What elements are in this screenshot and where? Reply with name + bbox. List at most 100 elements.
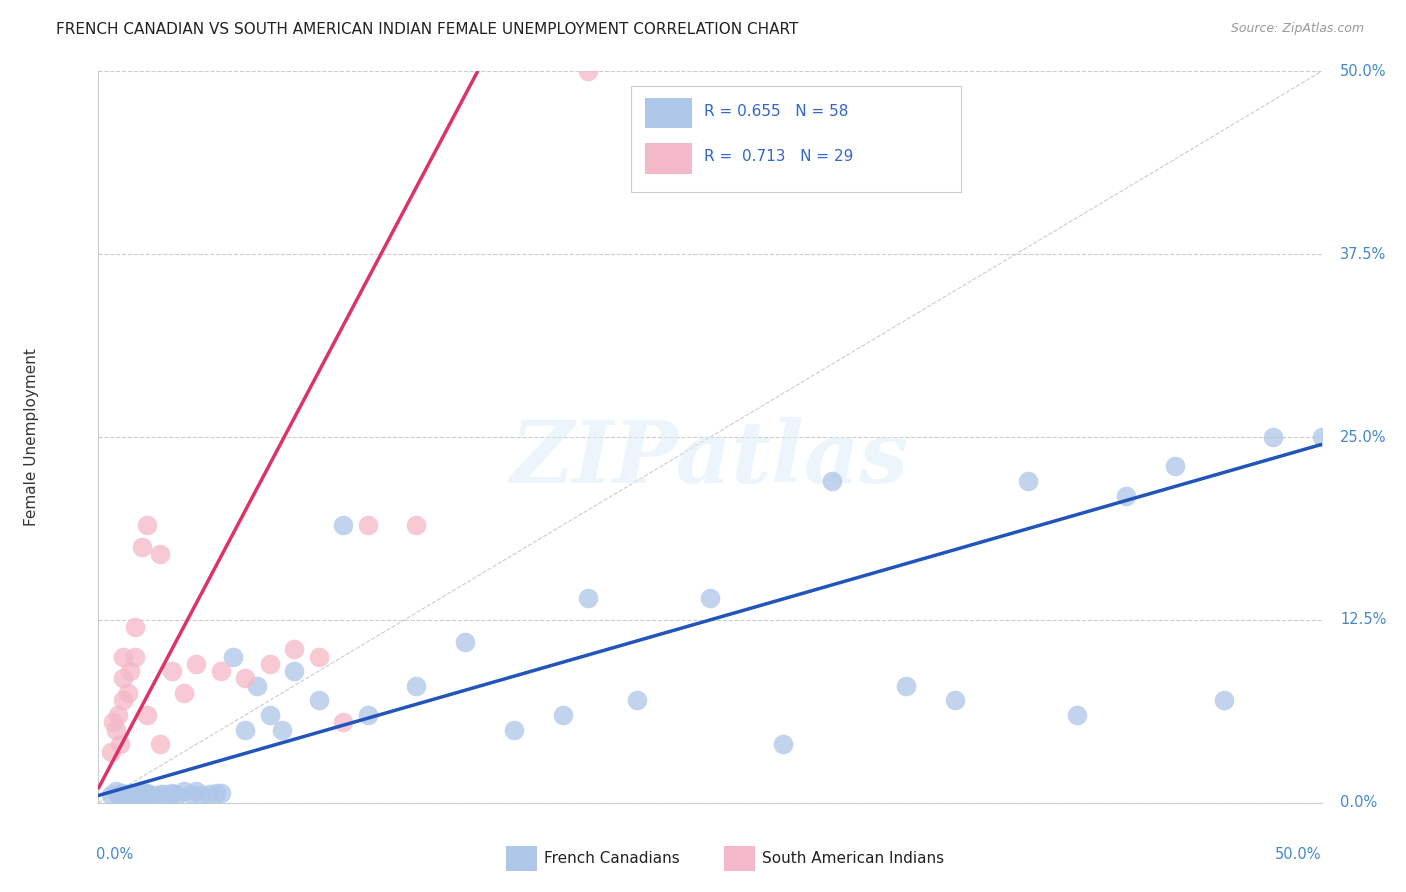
Point	[124, 649, 146, 664]
Point	[454, 635, 477, 649]
Point	[136, 786, 159, 800]
Point	[149, 737, 172, 751]
Point	[111, 649, 134, 664]
Point	[405, 517, 427, 532]
Point	[136, 517, 159, 532]
Point	[894, 679, 917, 693]
Point	[121, 789, 143, 803]
Point	[141, 789, 163, 803]
Point	[107, 789, 129, 803]
Point	[127, 789, 149, 803]
Text: 12.5%: 12.5%	[1340, 613, 1386, 627]
Point	[166, 789, 188, 803]
Point	[332, 715, 354, 730]
Point	[120, 787, 142, 801]
Point	[149, 547, 172, 561]
Point	[821, 474, 844, 488]
Point	[131, 789, 153, 803]
Point	[160, 664, 183, 678]
Point	[180, 787, 202, 801]
Text: FRENCH CANADIAN VS SOUTH AMERICAN INDIAN FEMALE UNEMPLOYMENT CORRELATION CHART: FRENCH CANADIAN VS SOUTH AMERICAN INDIAN…	[56, 22, 799, 37]
FancyBboxPatch shape	[630, 86, 960, 192]
Point	[100, 789, 122, 803]
Point	[553, 708, 575, 723]
Point	[233, 723, 256, 737]
Point	[1164, 459, 1187, 474]
Point	[110, 737, 132, 751]
Text: South American Indians: South American Indians	[762, 851, 945, 865]
Text: 50.0%: 50.0%	[1275, 847, 1322, 862]
Point	[129, 787, 152, 801]
Point	[233, 672, 256, 686]
Point	[246, 679, 269, 693]
Point	[356, 517, 378, 532]
Text: 50.0%: 50.0%	[1340, 64, 1386, 78]
Point	[136, 708, 159, 723]
Text: Female Unemployment: Female Unemployment	[24, 348, 38, 526]
Point	[101, 715, 124, 730]
Point	[111, 672, 134, 686]
FancyBboxPatch shape	[645, 98, 692, 128]
Point	[107, 708, 129, 723]
Point	[124, 620, 146, 634]
Point	[104, 723, 127, 737]
Point	[405, 679, 427, 693]
Point	[117, 686, 139, 700]
Point	[1115, 489, 1137, 503]
Text: 25.0%: 25.0%	[1340, 430, 1386, 444]
Point	[160, 787, 183, 801]
Point	[149, 787, 172, 801]
Point	[104, 784, 127, 798]
Text: R = 0.655   N = 58: R = 0.655 N = 58	[704, 104, 848, 120]
Point	[153, 787, 176, 801]
Point	[160, 786, 183, 800]
Point	[100, 745, 122, 759]
Point	[576, 591, 599, 605]
Text: ZIPatlas: ZIPatlas	[510, 417, 910, 500]
Text: French Canadians: French Canadians	[544, 851, 681, 865]
Point	[283, 642, 305, 657]
Point	[1017, 474, 1039, 488]
Point	[111, 693, 134, 707]
Point	[117, 789, 139, 803]
Point	[308, 649, 330, 664]
Point	[308, 693, 330, 707]
Point	[173, 686, 195, 700]
Point	[1261, 430, 1284, 444]
Point	[134, 786, 156, 800]
Point	[576, 64, 599, 78]
Point	[173, 784, 195, 798]
Point	[699, 591, 721, 605]
Point	[332, 517, 354, 532]
Point	[205, 786, 228, 800]
Point	[626, 693, 648, 707]
Point	[1066, 708, 1088, 723]
Point	[111, 789, 134, 803]
Point	[124, 787, 146, 801]
Point	[259, 657, 281, 671]
FancyBboxPatch shape	[645, 143, 692, 174]
Point	[136, 787, 159, 801]
Point	[110, 787, 132, 801]
Text: 37.5%: 37.5%	[1340, 247, 1386, 261]
Point	[186, 784, 208, 798]
Point	[259, 708, 281, 723]
Point	[356, 708, 378, 723]
Point	[190, 789, 212, 803]
Point	[283, 664, 305, 678]
Point	[943, 693, 966, 707]
Point	[120, 664, 142, 678]
Point	[222, 649, 245, 664]
Text: Source: ZipAtlas.com: Source: ZipAtlas.com	[1230, 22, 1364, 36]
Point	[209, 786, 232, 800]
Point	[136, 789, 159, 803]
Point	[503, 723, 526, 737]
Point	[1310, 430, 1333, 444]
Text: R =  0.713   N = 29: R = 0.713 N = 29	[704, 150, 853, 164]
Point	[186, 657, 208, 671]
Point	[270, 723, 294, 737]
Point	[124, 789, 146, 803]
Point	[772, 737, 794, 751]
Point	[1212, 693, 1234, 707]
Point	[209, 664, 232, 678]
